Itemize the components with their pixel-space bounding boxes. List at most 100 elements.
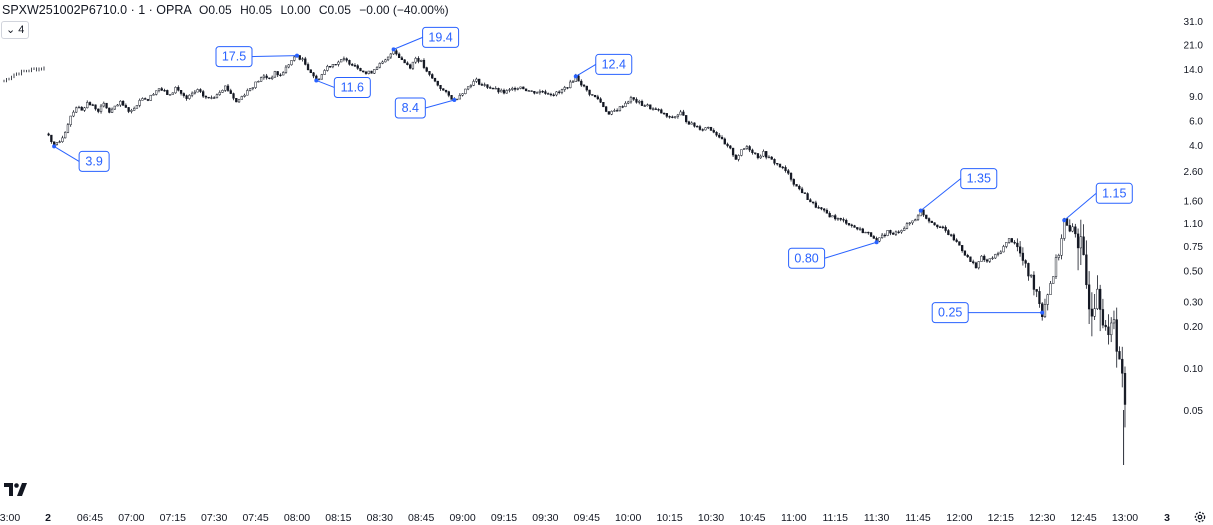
- y-tick-label: 1.60: [1184, 196, 1204, 207]
- candle: [218, 90, 221, 96]
- candle: [1121, 346, 1124, 388]
- annotation-label: 19.4: [428, 30, 452, 44]
- candle: [767, 155, 771, 159]
- price-annotation[interactable]: 11.6: [314, 76, 371, 98]
- candle: [825, 208, 829, 214]
- x-tick-label: 08:15: [325, 512, 351, 524]
- candle: [494, 86, 497, 90]
- y-tick-label: 0.05: [1184, 406, 1204, 417]
- price-annotation[interactable]: 3.9: [52, 144, 110, 172]
- candle: [759, 154, 762, 159]
- indicators-toggle-button[interactable]: ⌄ 4: [1, 21, 30, 39]
- candle: [110, 107, 114, 114]
- price-annotation[interactable]: 12.4: [573, 53, 633, 79]
- candle: [991, 256, 994, 260]
- candle: [433, 77, 437, 83]
- low-value: 0.00: [287, 3, 311, 17]
- candle: [781, 165, 784, 170]
- candle: [262, 74, 266, 80]
- candle: [588, 89, 591, 97]
- candle: [778, 163, 782, 168]
- candle: [420, 59, 423, 63]
- candle: [632, 97, 635, 101]
- candle: [616, 108, 619, 112]
- candle: [544, 89, 547, 95]
- candle: [331, 64, 335, 69]
- candle: [558, 90, 561, 95]
- x-tick-label: 11:30: [864, 512, 890, 524]
- candle: [776, 162, 779, 166]
- candle: [566, 87, 569, 90]
- price-annotation[interactable]: 0.25: [931, 302, 1045, 324]
- candle: [903, 226, 906, 231]
- candle: [301, 57, 304, 62]
- candle: [820, 207, 823, 211]
- candle: [867, 231, 870, 235]
- candle: [276, 71, 279, 77]
- candle: [478, 78, 481, 86]
- candle: [224, 85, 227, 92]
- symbol-title[interactable]: SPXW251002P6710.0 · 1 · OPRA: [2, 3, 192, 17]
- candle: [864, 231, 867, 234]
- candle: [996, 251, 1000, 257]
- candle: [320, 73, 323, 80]
- candle: [789, 172, 793, 182]
- candle: [400, 56, 404, 61]
- y-tick-label: 0.10: [1184, 364, 1204, 375]
- candle: [527, 89, 530, 92]
- candle: [232, 92, 235, 101]
- candle: [121, 100, 125, 106]
- candle: [1085, 240, 1088, 289]
- candle: [861, 227, 864, 234]
- candle: [163, 88, 166, 92]
- price-annotation[interactable]: 1.15: [1062, 182, 1133, 223]
- candle: [188, 94, 191, 100]
- candle: [897, 230, 900, 234]
- candle: [472, 79, 475, 87]
- annotation-label: 12.4: [602, 57, 626, 71]
- candle: [693, 122, 696, 128]
- candle: [439, 84, 442, 91]
- candle: [878, 237, 881, 243]
- candle: [720, 135, 724, 140]
- candle: [985, 258, 989, 263]
- candle: [268, 77, 271, 80]
- gear-icon[interactable]: [1193, 510, 1207, 524]
- price-annotation[interactable]: 17.5: [215, 46, 299, 68]
- candle: [243, 93, 246, 98]
- candle: [552, 93, 555, 97]
- y-tick-label: 14.0: [1184, 65, 1204, 76]
- candle: [800, 186, 804, 194]
- candle: [560, 88, 564, 95]
- candle: [196, 88, 199, 93]
- price-annotation[interactable]: 19.4: [391, 26, 460, 52]
- open-label: O: [199, 3, 209, 17]
- candle: [530, 90, 533, 92]
- price-annotation[interactable]: 8.4: [394, 97, 457, 119]
- candle: [729, 145, 732, 150]
- candle: [1096, 275, 1099, 310]
- candle: [155, 90, 158, 96]
- candle: [406, 61, 409, 66]
- candle: [58, 140, 61, 144]
- candle: [900, 229, 903, 234]
- annotation-label: 8.4: [402, 101, 419, 115]
- y-tick-label: 0.30: [1184, 298, 1204, 309]
- candle: [1046, 293, 1049, 311]
- candle: [1099, 284, 1102, 332]
- candle: [685, 115, 688, 124]
- candle: [497, 87, 500, 94]
- candle: [1021, 247, 1025, 266]
- candle: [83, 106, 86, 112]
- candle: [133, 106, 136, 111]
- candle: [734, 154, 737, 160]
- candle: [475, 77, 478, 83]
- candle: [367, 70, 370, 75]
- candle: [784, 165, 787, 173]
- candle: [486, 84, 489, 89]
- tradingview-logo[interactable]: [4, 483, 28, 497]
- candle: [436, 80, 439, 87]
- price-annotation[interactable]: 0.80: [788, 240, 879, 269]
- price-annotation[interactable]: 1.35: [918, 168, 998, 213]
